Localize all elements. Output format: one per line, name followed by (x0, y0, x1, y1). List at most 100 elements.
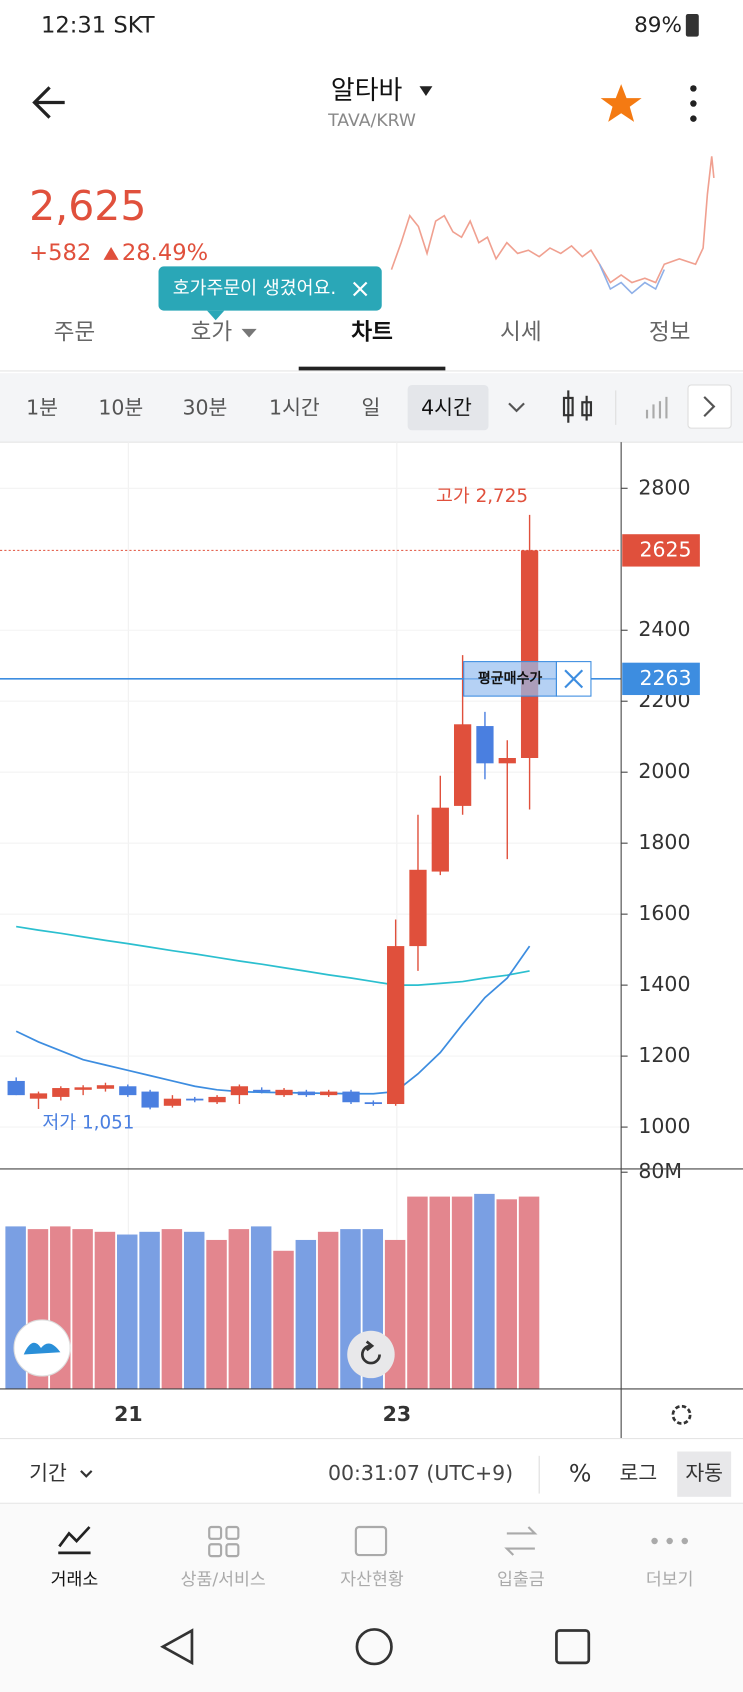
candle-body (387, 946, 405, 1105)
candle-body (520, 550, 539, 758)
system-home[interactable] (355, 1628, 393, 1666)
volume-bar (72, 1229, 93, 1389)
avg-price-tag: 2263 (639, 666, 691, 690)
sparkline-down (598, 263, 666, 295)
clock: 00:31:07 (UTC+9) (328, 1461, 513, 1485)
status-time: 12:31 SKT (41, 12, 155, 38)
avg-price-tag-bg (622, 662, 700, 696)
volume-bar (518, 1196, 540, 1389)
interval[interactable]: 10분 (98, 396, 143, 420)
candle-body (96, 1085, 115, 1089)
candle-body (476, 726, 494, 764)
volume-bar (295, 1239, 317, 1389)
nav-icon (208, 1525, 240, 1558)
coin-title[interactable]: 알타바 (331, 76, 403, 106)
period-dropdown[interactable] (80, 1470, 93, 1478)
y-tick-label: 1000 (638, 1114, 690, 1138)
system-back[interactable] (160, 1628, 194, 1666)
candle-body (253, 1089, 271, 1092)
interval[interactable]: 30분 (182, 396, 227, 420)
avg-label: 평균매수가 (478, 670, 543, 687)
current-price-tag-bg (622, 534, 700, 567)
nav-item[interactable]: 더보기 (646, 1570, 694, 1590)
volume-bar (139, 1231, 160, 1389)
tab[interactable]: 차트 (351, 320, 393, 346)
volume-bar (407, 1196, 428, 1389)
y-tick-label: 1400 (638, 972, 690, 996)
y-tick-label: 1200 (638, 1043, 690, 1067)
reset-icon (361, 1340, 381, 1365)
current-price: 2,625 (29, 182, 146, 230)
candle-body (119, 1086, 137, 1096)
y-tick-label: 2400 (638, 617, 690, 641)
nav-item[interactable]: 거래소 (51, 1570, 99, 1590)
candle-body (498, 757, 516, 764)
title-dropdown[interactable] (419, 86, 433, 96)
back-button[interactable] (32, 86, 65, 119)
nav-item[interactable]: 상품/서비스 (181, 1570, 266, 1590)
tab[interactable]: 정보 (649, 320, 691, 346)
current-price-tag: 2625 (639, 537, 691, 561)
log-toggle[interactable]: 로그 (620, 1461, 658, 1485)
chart-settings[interactable] (671, 1404, 692, 1425)
candle-body (29, 1093, 48, 1099)
scroll-right-icon (703, 396, 716, 418)
up-arrow (103, 246, 119, 260)
x-tick-label: 23 (383, 1402, 411, 1426)
period-selector[interactable]: 기간 (29, 1461, 67, 1485)
price-change-pct: 28.49% (122, 240, 208, 266)
candle-body (7, 1080, 25, 1096)
candle-body (52, 1088, 70, 1097)
indicator-button-icon (23, 1342, 61, 1355)
battery-icon (685, 14, 699, 37)
system-recent[interactable] (555, 1629, 591, 1665)
y-tick-label: 2000 (638, 759, 690, 783)
interval[interactable]: 4시간 (421, 396, 472, 420)
indicator-icon[interactable] (645, 396, 668, 419)
favorite-star[interactable] (600, 84, 642, 122)
auto-toggle[interactable]: 자동 (685, 1461, 723, 1485)
tab[interactable]: 주문 (54, 320, 96, 346)
interval[interactable]: 1시간 (269, 396, 320, 420)
battery: 89% (634, 13, 682, 38)
tooltip-pointer (207, 310, 225, 321)
interval-selected (407, 384, 489, 431)
volume-bar (429, 1196, 451, 1389)
interval[interactable]: 1분 (26, 396, 58, 420)
percent-toggle[interactable]: % (569, 1460, 592, 1488)
volume-bar (273, 1250, 294, 1389)
candle-type-icon[interactable] (562, 390, 593, 423)
interval[interactable]: 일 (362, 396, 381, 420)
nav-item[interactable]: 입출금 (497, 1570, 545, 1590)
avg-close-icon (564, 669, 584, 689)
nav-item[interactable]: 자산현황 (340, 1570, 404, 1590)
interval-more[interactable] (508, 402, 525, 413)
candle-body (163, 1098, 182, 1106)
reset-button[interactable] (347, 1330, 395, 1379)
tooltip[interactable] (158, 266, 382, 311)
x-tick-label: 21 (114, 1402, 142, 1426)
nav-icon (58, 1526, 91, 1555)
volume-bar (94, 1231, 116, 1389)
volume-bar (496, 1199, 517, 1389)
candle-body (275, 1089, 293, 1096)
volume-bar (117, 1234, 138, 1389)
moving-average (16, 925, 530, 986)
candle-body (208, 1096, 226, 1103)
y-tick-label: 1600 (638, 901, 690, 925)
candle-body (409, 869, 427, 947)
price-change: +582 (29, 240, 91, 266)
more-menu[interactable] (690, 85, 697, 122)
tab-dropdown (241, 328, 257, 338)
volume-bar (474, 1193, 495, 1389)
scroll-right[interactable] (687, 384, 732, 429)
moving-average (15, 945, 531, 1095)
volume-bar (228, 1229, 250, 1389)
tab[interactable]: 호가 (191, 320, 233, 346)
tab[interactable]: 시세 (500, 320, 542, 346)
candle-body (431, 807, 449, 872)
tooltip-close[interactable] (352, 281, 368, 297)
nav-icon (354, 1525, 388, 1557)
candle-body (297, 1091, 315, 1096)
